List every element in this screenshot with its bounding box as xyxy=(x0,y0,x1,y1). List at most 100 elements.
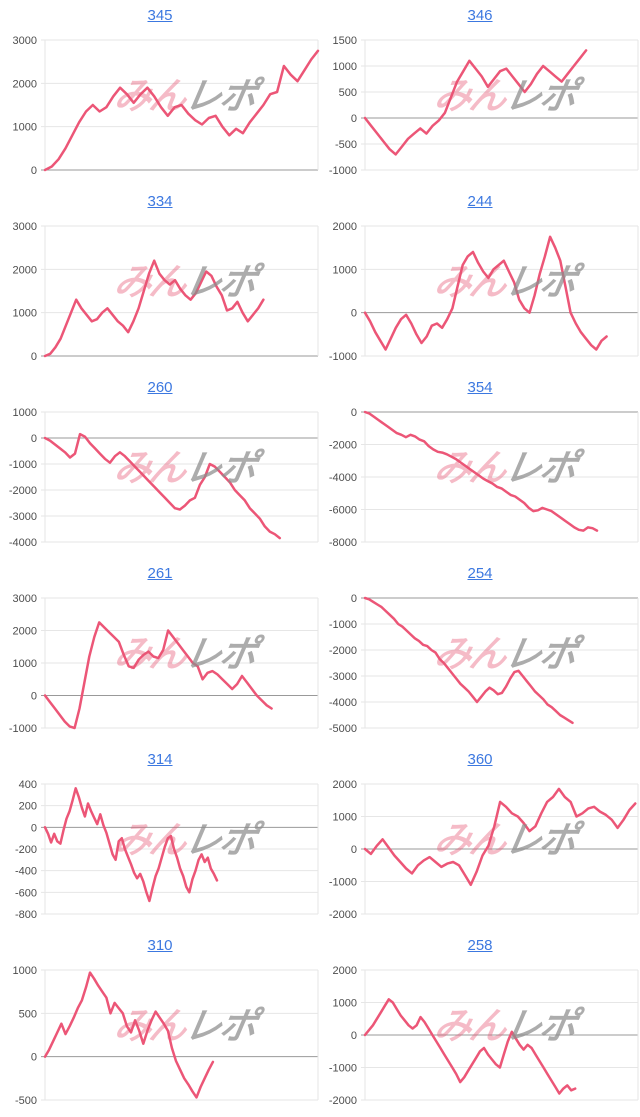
chart-area: 0 -2000 -4000 -6000 -8000 みんレポ xyxy=(320,402,640,554)
y-axis-tick-label: -4000 xyxy=(9,537,37,549)
chart-cell-334: 334 3000 2000 1000 0 みんレポ xyxy=(0,186,320,372)
line-chart: 3000 2000 1000 0 -1000 xyxy=(9,593,319,735)
chart-area: 3000 2000 1000 0 みんレポ xyxy=(0,216,320,368)
chart-cell-345: 345 3000 2000 1000 0 みんレポ xyxy=(0,0,320,186)
y-axis-tick-label: -2000 xyxy=(329,1095,357,1107)
y-axis-tick-label: -1000 xyxy=(9,459,37,471)
line-chart: 3000 2000 1000 0 xyxy=(13,35,320,177)
chart-title-row: 258 xyxy=(320,936,640,956)
y-axis-tick-label: 0 xyxy=(351,308,357,320)
y-axis-tick-label: -1000 xyxy=(329,619,357,631)
y-axis-tick-label: 0 xyxy=(351,844,357,856)
y-axis-tick-label: -8000 xyxy=(329,537,357,549)
y-axis-tick-label: 2000 xyxy=(13,78,37,90)
chart-area: 1000 500 0 -500 みんレポ xyxy=(0,960,320,1112)
y-axis-tick-label: -1000 xyxy=(329,165,357,177)
chart-area: 400 200 0 -200 -400 -600 -800 みんレポ xyxy=(0,774,320,926)
y-axis-tick-label: 2000 xyxy=(333,221,357,233)
chart-title-row: 244 xyxy=(320,192,640,212)
chart-title-row: 310 xyxy=(0,936,320,956)
y-axis-tick-label: 1000 xyxy=(333,264,357,276)
y-axis-tick-label: -600 xyxy=(15,887,37,899)
y-axis-tick-label: 3000 xyxy=(13,35,37,47)
y-axis-tick-label: 0 xyxy=(31,691,37,703)
chart-cell-260: 260 1000 0 -1000 -2000 -3000 -4000 みんレポ xyxy=(0,372,320,558)
chart-title-row: 260 xyxy=(0,378,320,398)
chart-area: 2000 1000 0 -1000 -2000 みんレポ xyxy=(320,774,640,926)
chart-title-link[interactable]: 346 xyxy=(467,7,493,24)
chart-area: 1000 0 -1000 -2000 -3000 -4000 みんレポ xyxy=(0,402,320,554)
line-chart: 0 -1000 -2000 -3000 -4000 -5000 xyxy=(329,593,639,735)
chart-title-link[interactable]: 310 xyxy=(147,937,173,954)
y-axis-tick-label: 1000 xyxy=(333,812,357,824)
series-line xyxy=(43,621,273,730)
series-line xyxy=(43,971,215,1099)
line-chart: 0 -2000 -4000 -6000 -8000 xyxy=(329,407,639,549)
y-axis-tick-label: 1000 xyxy=(333,61,357,73)
y-axis-tick-label: -4000 xyxy=(329,472,357,484)
chart-area: 3000 2000 1000 0 みんレポ xyxy=(0,30,320,182)
chart-title-row: 346 xyxy=(320,6,640,26)
chart-title-row: 261 xyxy=(0,564,320,584)
y-axis-tick-label: -2000 xyxy=(329,909,357,921)
y-axis-tick-label: 1000 xyxy=(13,407,37,419)
y-axis-tick-label: 3000 xyxy=(13,593,37,605)
series-line xyxy=(43,49,320,172)
series-line xyxy=(363,787,637,887)
y-axis-tick-label: 0 xyxy=(351,593,357,605)
chart-title-row: 345 xyxy=(0,6,320,26)
chart-cell-360: 360 2000 1000 0 -1000 -2000 みんレポ xyxy=(320,744,640,930)
chart-title-link[interactable]: 345 xyxy=(147,7,173,24)
series-line xyxy=(363,49,588,156)
chart-title-link[interactable]: 258 xyxy=(467,937,493,954)
y-axis-tick-label: 0 xyxy=(31,822,37,834)
y-axis-tick-label: 0 xyxy=(31,433,37,445)
y-axis-tick-label: 1000 xyxy=(333,998,357,1010)
y-axis-tick-label: 2000 xyxy=(13,626,37,638)
y-axis-tick-label: 2000 xyxy=(333,965,357,977)
y-axis-tick-label: 1000 xyxy=(13,965,37,977)
chart-cell-254: 254 0 -1000 -2000 -3000 -4000 -5000 みんレポ xyxy=(320,558,640,744)
chart-title-link[interactable]: 360 xyxy=(467,751,493,768)
chart-cell-310: 310 1000 500 0 -500 みんレポ xyxy=(0,930,320,1116)
y-axis-tick-label: 2000 xyxy=(13,264,37,276)
y-axis-tick-label: 0 xyxy=(31,351,37,363)
y-axis-tick-label: -1000 xyxy=(329,1063,357,1075)
y-axis-tick-label: -4000 xyxy=(329,697,357,709)
chart-title-link[interactable]: 314 xyxy=(147,751,173,768)
chart-title-link[interactable]: 354 xyxy=(467,379,493,396)
y-axis-tick-label: 0 xyxy=(351,407,357,419)
chart-title-link[interactable]: 261 xyxy=(147,565,173,582)
chart-cell-354: 354 0 -2000 -4000 -6000 -8000 みんレポ xyxy=(320,372,640,558)
y-axis-tick-label: 0 xyxy=(351,113,357,125)
y-axis-tick-label: 500 xyxy=(339,87,357,99)
y-axis-tick-label: -1000 xyxy=(9,723,37,735)
y-axis-tick-label: 0 xyxy=(31,165,37,177)
line-chart: 2000 1000 0 -1000 xyxy=(329,221,639,363)
y-axis-tick-label: 500 xyxy=(19,1008,37,1020)
y-axis-tick-label: 2000 xyxy=(333,779,357,791)
series-line xyxy=(363,596,574,725)
y-axis-tick-label: -1000 xyxy=(329,351,357,363)
y-axis-tick-label: 3000 xyxy=(13,221,37,233)
y-axis-tick-label: -1000 xyxy=(329,877,357,889)
chart-title-link[interactable]: 254 xyxy=(467,565,493,582)
y-axis-tick-label: 1000 xyxy=(13,658,37,670)
series-line xyxy=(43,787,219,903)
y-axis-tick-label: 1500 xyxy=(333,35,357,47)
chart-title-link[interactable]: 260 xyxy=(147,379,173,396)
chart-cell-244: 244 2000 1000 0 -1000 みんレポ xyxy=(320,186,640,372)
chart-cell-314: 314 400 200 0 -200 -400 -600 -800 みんレポ xyxy=(0,744,320,930)
series-line xyxy=(363,410,599,532)
chart-title-link[interactable]: 244 xyxy=(467,193,493,210)
y-axis-tick-label: -6000 xyxy=(329,505,357,517)
y-axis-tick-label: -3000 xyxy=(329,671,357,683)
chart-area: 3000 2000 1000 0 -1000 みんレポ xyxy=(0,588,320,740)
chart-title-link[interactable]: 334 xyxy=(147,193,173,210)
y-axis-tick-label: 1000 xyxy=(13,308,37,320)
series-line xyxy=(43,259,265,358)
line-chart: 2000 1000 0 -1000 -2000 xyxy=(329,779,639,921)
y-axis-tick-label: -5000 xyxy=(329,723,357,735)
y-axis-tick-label: 0 xyxy=(31,1052,37,1064)
